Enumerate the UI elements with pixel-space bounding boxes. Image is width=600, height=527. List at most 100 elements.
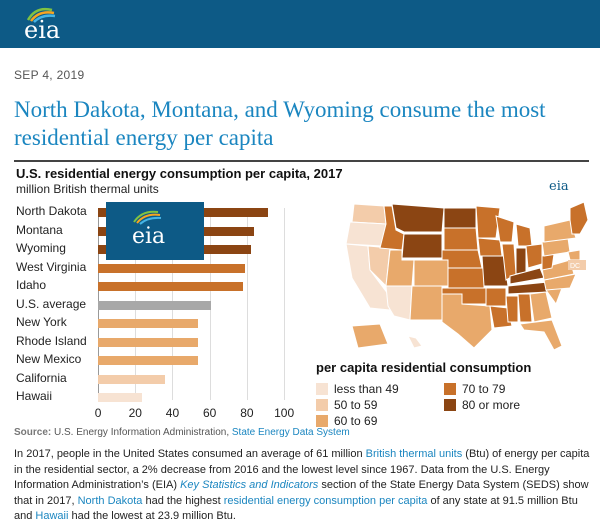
bar — [98, 393, 143, 402]
x-tick-label: 0 — [94, 406, 102, 420]
eia-watermark-logo: eia — [106, 202, 204, 260]
key-statistics-link[interactable]: Key Statistics and Indicators — [180, 479, 319, 491]
legend-swatch — [316, 399, 328, 411]
map-wyoming — [401, 233, 443, 259]
legend-label: 50 to 59 — [334, 398, 378, 412]
eia-logo[interactable]: eia — [22, 4, 72, 44]
map-new-england — [569, 201, 589, 235]
category-label: New Mexico — [16, 352, 82, 366]
body-text-3: section of the State Energy Data System … — [14, 479, 589, 507]
bar — [98, 300, 212, 310]
article-headline: North Dakota, Montana, and Wyoming consu… — [14, 97, 546, 150]
article-date: SEP 4, 2019 — [14, 68, 85, 82]
chart-title: U.S. residential energy consumption per … — [16, 166, 343, 181]
x-tick-label: 40 — [165, 406, 180, 420]
map-nebraska — [441, 249, 483, 269]
map-colorado — [413, 259, 449, 287]
legend-label: 70 to 79 — [462, 382, 506, 396]
legend-title: per capita residential consumption — [316, 360, 532, 375]
map-eia-logo: eia — [549, 179, 569, 194]
bar — [98, 282, 244, 291]
legend-swatch — [316, 415, 328, 427]
map-arkansas — [485, 287, 507, 307]
category-label: Wyoming — [16, 241, 66, 255]
per-capita-link[interactable]: residential energy consumption per capit… — [223, 494, 428, 507]
article-body: In 2017, people in the United States con… — [14, 447, 592, 525]
legend-swatch — [444, 383, 456, 395]
category-label: North Dakota — [16, 204, 87, 218]
map-texas — [441, 293, 493, 349]
map-arizona — [385, 285, 413, 321]
map-virginia — [541, 259, 575, 281]
body-text-2: (Btu) of energy per capita in the reside… — [14, 448, 590, 491]
watermark-text: eia — [132, 224, 166, 249]
infographic: U.S. residential energy consumption per … — [14, 160, 589, 444]
map-florida — [519, 319, 563, 351]
map-ohio — [525, 243, 543, 269]
bar — [98, 319, 199, 328]
chart-subtitle: million British thermal units — [16, 182, 159, 196]
map-new-york — [543, 219, 577, 243]
map-alaska — [351, 323, 389, 349]
source-text: U.S. Energy Information Administration, — [54, 427, 230, 438]
site-header: eia — [0, 0, 600, 48]
legend-label: 80 or more — [462, 398, 521, 412]
bar — [98, 263, 245, 273]
logo-text: eia — [24, 16, 61, 44]
map-maryland-delaware — [567, 249, 581, 261]
hawaii-link[interactable]: Hawaii — [35, 510, 69, 522]
category-label: Montana — [16, 222, 63, 237]
legend-swatch — [444, 399, 456, 411]
map-kansas — [447, 267, 485, 289]
map-indiana — [515, 247, 527, 275]
map-oregon — [345, 221, 387, 247]
category-label: Hawaii — [16, 389, 53, 403]
category-label: California — [16, 370, 67, 385]
us-state-map: DC — [345, 201, 589, 351]
btu-link[interactable]: British thermal units — [365, 448, 463, 460]
body-text-5: of any state at 91.5 million Btu and — [14, 494, 578, 523]
body-text-6: had the lowest at 23.9 million Btu. — [68, 510, 236, 522]
bar — [98, 356, 199, 365]
source-line: Source: U.S. Energy Information Administ… — [14, 427, 350, 438]
north-dakota-link[interactable]: North Dakota — [77, 494, 143, 507]
map-south-dakota — [443, 227, 479, 251]
bar — [98, 337, 199, 347]
map-michigan — [515, 223, 533, 247]
bar — [98, 374, 165, 384]
category-label: New York — [16, 315, 67, 329]
map-iowa — [477, 237, 503, 257]
map-louisiana — [489, 305, 513, 329]
x-tick-label: 80 — [240, 406, 254, 420]
map-wisconsin — [495, 215, 515, 243]
map-dc-label: DC — [570, 263, 580, 270]
map-washington — [351, 203, 387, 225]
category-label: West Virginia — [16, 259, 87, 274]
map-dc-box — [568, 260, 586, 270]
seds-link[interactable]: State Energy Data System — [231, 427, 350, 438]
map-new-mexico — [409, 285, 443, 321]
category-label: Idaho — [16, 278, 47, 292]
category-label: U.S. average — [16, 296, 87, 311]
legend-swatch — [316, 383, 328, 395]
map-minnesota — [475, 205, 501, 239]
map-georgia — [529, 291, 553, 323]
source-label: Source: — [14, 427, 52, 438]
map-mississippi — [505, 295, 519, 323]
gridline — [284, 208, 285, 400]
x-tick-label: 100 — [274, 406, 295, 420]
map-north-dakota — [443, 207, 477, 229]
legend-label: less than 49 — [334, 382, 399, 396]
gridline — [246, 208, 248, 400]
map-hawaii — [407, 335, 423, 349]
x-tick-label: 60 — [203, 406, 217, 420]
map-alabama — [517, 293, 533, 323]
x-tick-label: 20 — [128, 406, 142, 420]
logo-arcs-icon — [26, 7, 56, 23]
body-text-4: had the highest — [142, 494, 224, 507]
map-montana — [391, 203, 445, 233]
category-label: Rhode Island — [16, 333, 87, 348]
legend-label: 60 to 69 — [334, 414, 378, 428]
watermark-arcs-icon — [133, 210, 162, 225]
body-text-1: In 2017, people in the United States con… — [14, 448, 366, 460]
